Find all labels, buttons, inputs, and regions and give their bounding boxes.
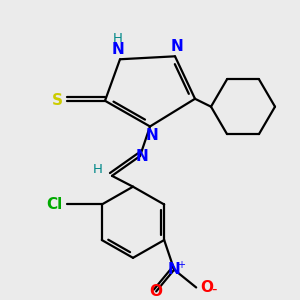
Text: N: N <box>168 262 181 277</box>
Text: N: N <box>146 128 158 143</box>
Text: Cl: Cl <box>46 197 63 212</box>
Text: O: O <box>200 280 213 295</box>
Text: +: + <box>177 260 185 270</box>
Text: S: S <box>52 93 63 108</box>
Text: N: N <box>136 148 148 164</box>
Text: N: N <box>171 39 183 54</box>
Text: N: N <box>112 42 124 57</box>
Text: H: H <box>113 32 123 45</box>
Text: -: - <box>212 282 217 297</box>
Text: O: O <box>150 284 163 299</box>
Text: H: H <box>93 164 103 176</box>
